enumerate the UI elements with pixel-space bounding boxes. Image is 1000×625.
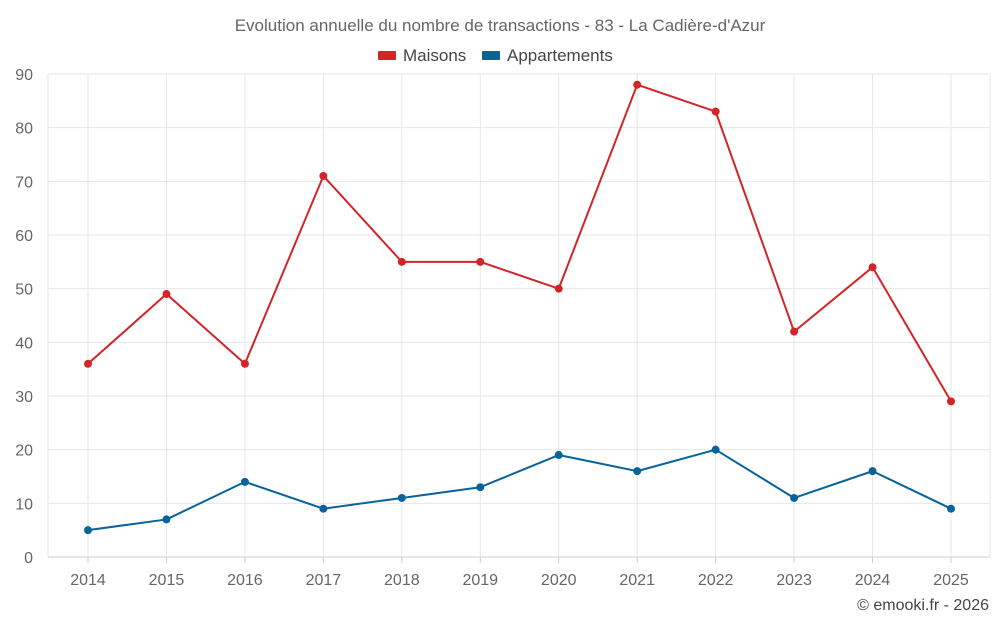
credit-text: © emooki.fr - 2026 <box>857 597 989 614</box>
data-point-appartements[interactable] <box>790 493 799 502</box>
x-tick-label: 2022 <box>698 572 734 589</box>
x-tick-label: 2018 <box>384 572 420 589</box>
y-axis: 0 10 20 30 40 50 60 70 80 90 <box>15 67 33 567</box>
data-point-appartements[interactable] <box>711 445 720 454</box>
legend-swatch-appartements <box>482 51 500 60</box>
y-tick-label: 60 <box>15 228 33 245</box>
grid <box>47 73 991 558</box>
legend-label-appartements: Appartements <box>507 46 613 65</box>
data-point-maisons[interactable] <box>868 263 877 272</box>
data-point-maisons[interactable] <box>476 257 485 266</box>
data-point-appartements[interactable] <box>162 515 171 524</box>
data-point-appartements[interactable] <box>554 451 563 460</box>
x-tick-label: 2021 <box>619 572 655 589</box>
series-line-maisons <box>87 83 952 402</box>
data-point-appartements[interactable] <box>240 477 249 486</box>
x-axis: 2014 2015 2016 2017 2018 2019 2020 2021 2022 2023… <box>70 557 969 589</box>
x-tick-label: 2019 <box>462 572 498 589</box>
data-point-maisons[interactable] <box>554 284 563 293</box>
y-tick-label: 90 <box>15 67 33 84</box>
y-tick-label: 80 <box>15 121 33 138</box>
data-point-appartements[interactable] <box>868 467 877 476</box>
data-point-maisons[interactable] <box>633 80 642 89</box>
series-line-appartements <box>87 448 952 532</box>
x-tick-label: 2025 <box>933 572 969 589</box>
y-tick-label: 10 <box>15 496 33 513</box>
y-tick-label: 40 <box>15 335 33 352</box>
data-point-maisons[interactable] <box>947 397 955 406</box>
y-tick-label: 20 <box>15 443 33 460</box>
legend-item-appartements[interactable]: Appartements <box>482 46 613 65</box>
data-point-maisons[interactable] <box>319 171 328 180</box>
x-tick-label: 2023 <box>776 572 812 589</box>
data-point-appartements[interactable] <box>633 467 642 476</box>
y-tick-label: 30 <box>15 389 33 406</box>
x-tick-label: 2016 <box>227 572 263 589</box>
x-tick-label: 2024 <box>855 572 891 589</box>
data-point-appartements[interactable] <box>84 526 92 535</box>
y-tick-label: 0 <box>24 550 33 567</box>
data-point-appartements[interactable] <box>476 483 485 492</box>
data-point-appartements[interactable] <box>319 504 328 513</box>
y-tick-label: 70 <box>15 174 33 191</box>
data-point-maisons[interactable] <box>711 107 720 116</box>
chart-title: Evolution annuelle du nombre de transact… <box>235 16 766 35</box>
plot-series <box>84 80 955 535</box>
data-point-maisons[interactable] <box>397 257 406 266</box>
x-tick-label: 2017 <box>306 572 342 589</box>
legend-swatch-maisons <box>378 51 396 60</box>
legend: Maisons Appartements <box>378 46 613 65</box>
legend-item-maisons[interactable]: Maisons <box>378 46 466 65</box>
data-point-maisons[interactable] <box>162 290 171 299</box>
data-point-maisons[interactable] <box>84 359 92 368</box>
x-tick-label: 2015 <box>149 572 185 589</box>
y-tick-label: 50 <box>15 282 33 299</box>
data-point-maisons[interactable] <box>790 327 799 336</box>
x-tick-label: 2020 <box>541 572 577 589</box>
data-point-appartements[interactable] <box>397 493 406 502</box>
x-tick-label: 2014 <box>70 572 106 589</box>
data-point-appartements[interactable] <box>947 504 955 513</box>
data-point-maisons[interactable] <box>240 359 249 368</box>
legend-label-maisons: Maisons <box>403 46 466 65</box>
